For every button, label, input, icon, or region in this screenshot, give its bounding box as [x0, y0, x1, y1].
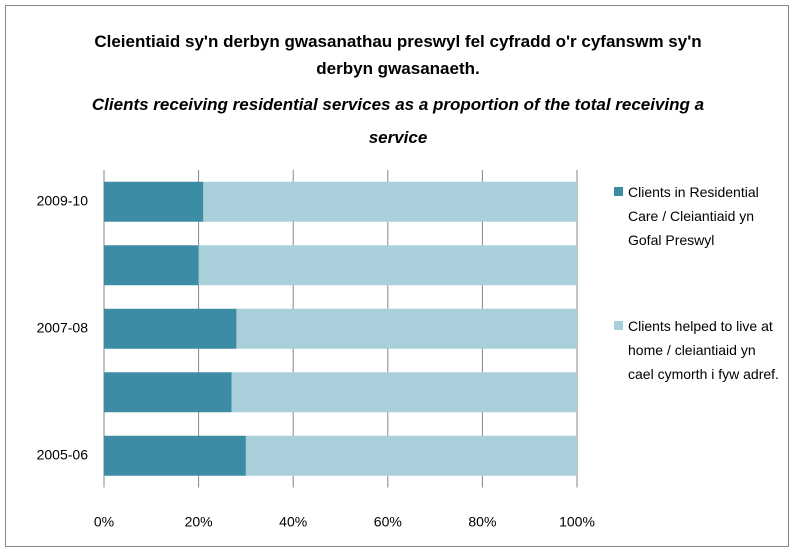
- chart-subtitle: Clients receiving residential services a…: [91, 95, 705, 147]
- bar-segment: [198, 245, 577, 286]
- legend-item: Clients in Residential Care / Cleiantiai…: [614, 180, 779, 252]
- chart-frame: [5, 5, 789, 547]
- bar-segment: [231, 372, 577, 413]
- bar-segment: [245, 435, 577, 476]
- bar-segment: [104, 372, 232, 413]
- x-tick-label: 0%: [94, 514, 114, 530]
- x-tick-label: 40%: [279, 514, 307, 530]
- y-tick-label: 2009-10: [37, 192, 89, 208]
- legend-item: Clients helped to live at home / cleiant…: [614, 314, 779, 386]
- bar-segment: [104, 308, 237, 349]
- y-tick-label: 2005-06: [37, 446, 89, 462]
- legend-swatch: [614, 321, 623, 330]
- legend-label: Clients helped to live at home / cleiant…: [628, 318, 779, 382]
- x-tick-label: 20%: [185, 514, 213, 530]
- legend-label: Clients in Residential Care / Cleiantiai…: [628, 184, 759, 248]
- x-tick-label: 100%: [559, 514, 595, 530]
- bar-segment: [104, 181, 204, 222]
- legend-swatch: [614, 187, 623, 196]
- x-tick-label: 60%: [374, 514, 402, 530]
- chart-title: Cleientiaid sy'n derbyn gwasanathau pres…: [94, 32, 702, 78]
- x-tick-label: 80%: [468, 514, 496, 530]
- bar-segment: [203, 181, 577, 222]
- bar-segment: [104, 435, 246, 476]
- y-tick-label: 2007-08: [37, 319, 89, 335]
- bar-segment: [104, 245, 199, 286]
- bar-segment: [236, 308, 577, 349]
